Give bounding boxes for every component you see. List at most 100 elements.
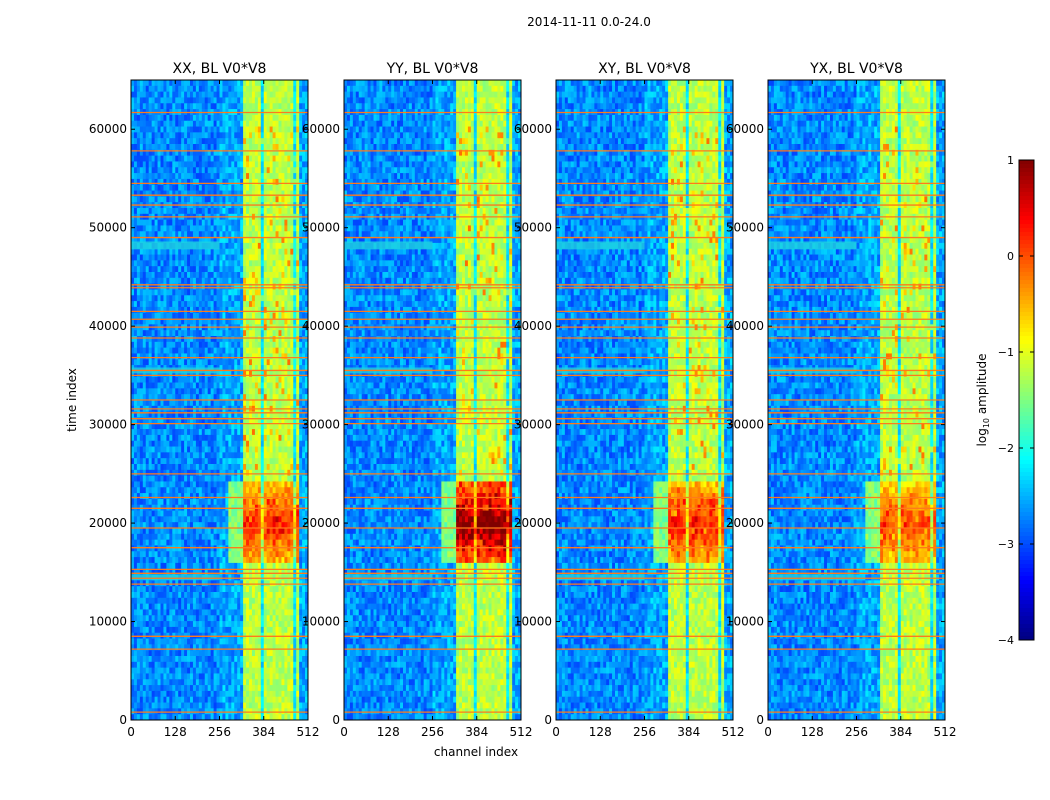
heatmap-cell bbox=[198, 91, 203, 98]
heatmap-cell bbox=[216, 551, 220, 558]
heatmap-cell bbox=[175, 289, 179, 296]
heatmap-cell bbox=[257, 91, 262, 98]
heatmap-cell bbox=[249, 434, 253, 442]
heatmap-cell bbox=[192, 225, 197, 232]
heatmap-cell bbox=[187, 388, 191, 395]
heatmap-cell bbox=[234, 295, 238, 302]
heatmap-cell bbox=[160, 155, 164, 162]
heatmap-cell bbox=[195, 248, 200, 255]
heatmap-cell bbox=[249, 400, 253, 407]
heatmap-cell bbox=[263, 178, 268, 186]
heatmap-cell bbox=[219, 178, 223, 186]
heatmap-cell bbox=[296, 498, 300, 506]
heatmap-cell bbox=[204, 126, 209, 133]
heatmap-cell bbox=[231, 301, 235, 308]
heatmap-cell bbox=[210, 382, 214, 389]
heatmap-cell bbox=[302, 242, 306, 250]
heatmap-cell bbox=[263, 242, 268, 250]
heatmap-cell bbox=[272, 493, 276, 500]
heatmap-cell bbox=[139, 487, 144, 494]
heatmap-cell bbox=[269, 347, 273, 354]
heatmap-cell bbox=[237, 429, 241, 436]
heatmap-cell bbox=[207, 481, 212, 488]
heatmap-cell bbox=[293, 353, 297, 360]
heatmap-cell bbox=[222, 557, 226, 564]
heatmap-cell bbox=[148, 487, 153, 494]
heatmap-cell bbox=[231, 498, 235, 506]
heatmap-cell bbox=[249, 85, 253, 93]
heatmap-cell bbox=[160, 266, 164, 273]
heatmap-cell bbox=[299, 440, 303, 447]
heatmap-cell bbox=[266, 446, 271, 453]
heatmap-cell bbox=[195, 306, 200, 314]
heatmap-cell bbox=[240, 341, 244, 349]
heatmap-cell bbox=[237, 353, 241, 360]
heatmap-cell bbox=[254, 114, 259, 122]
heatmap-cell bbox=[187, 208, 191, 215]
heatmap-cell bbox=[216, 254, 220, 261]
heatmap-cell bbox=[154, 126, 158, 133]
heatmap-cell bbox=[254, 138, 259, 145]
heatmap-cell bbox=[237, 557, 241, 564]
heatmap-cell bbox=[133, 231, 138, 238]
heatmap-cell bbox=[246, 475, 250, 482]
heatmap-cell bbox=[163, 528, 167, 535]
heatmap-cell bbox=[260, 167, 265, 174]
heatmap-cell bbox=[187, 429, 191, 436]
heatmap-cell bbox=[296, 336, 300, 343]
heatmap-cell bbox=[225, 359, 229, 366]
heatmap-cell bbox=[249, 528, 253, 535]
heatmap-cell bbox=[184, 446, 188, 453]
heatmap-cell bbox=[166, 225, 170, 232]
heatmap-cell bbox=[148, 254, 153, 261]
heatmap-cell bbox=[281, 301, 285, 308]
heatmap-cell bbox=[275, 551, 279, 558]
heatmap-cell bbox=[216, 272, 220, 279]
heatmap-cell bbox=[278, 306, 282, 314]
heatmap-cell bbox=[178, 161, 182, 168]
heatmap-cell bbox=[269, 458, 273, 465]
heatmap-cell bbox=[207, 289, 212, 296]
heatmap-cell bbox=[139, 248, 144, 255]
heatmap-cell bbox=[148, 173, 153, 180]
heatmap-cell bbox=[178, 498, 182, 506]
heatmap-cell bbox=[260, 475, 265, 482]
heatmap-cell bbox=[266, 312, 271, 319]
heatmap-cell bbox=[201, 178, 206, 186]
heatmap-cell bbox=[166, 161, 170, 168]
heatmap-cell bbox=[296, 481, 300, 488]
heatmap-cell bbox=[222, 434, 226, 442]
heatmap-cell bbox=[251, 446, 256, 453]
heatmap-cell bbox=[148, 184, 153, 191]
heatmap-cell bbox=[157, 487, 161, 494]
heatmap-cell bbox=[131, 295, 135, 302]
heatmap-cell bbox=[222, 219, 226, 226]
heatmap-cell bbox=[287, 312, 291, 319]
heatmap-cell bbox=[278, 144, 282, 151]
heatmap-cell bbox=[293, 295, 297, 302]
heatmap-cell bbox=[278, 196, 282, 203]
heatmap-cell bbox=[302, 254, 306, 261]
heatmap-cell bbox=[157, 359, 161, 366]
heatmap-cell bbox=[151, 440, 155, 447]
heatmap-cell bbox=[181, 469, 185, 477]
heatmap-cell bbox=[299, 260, 303, 267]
heatmap-cell bbox=[192, 178, 197, 186]
heatmap-cell bbox=[195, 469, 200, 477]
heatmap-cell bbox=[290, 272, 294, 279]
heatmap-cell bbox=[240, 533, 244, 541]
heatmap-cell bbox=[257, 196, 262, 203]
heatmap-cell bbox=[260, 440, 265, 447]
heatmap-cell bbox=[228, 370, 232, 378]
heatmap-cell bbox=[228, 144, 232, 151]
heatmap-cell bbox=[263, 173, 268, 180]
heatmap-cell bbox=[249, 481, 253, 488]
heatmap-cell bbox=[201, 434, 206, 442]
heatmap-cell bbox=[278, 103, 282, 110]
heatmap-cell bbox=[257, 161, 262, 168]
heatmap-cell bbox=[172, 528, 176, 535]
heatmap-cell bbox=[131, 557, 135, 564]
heatmap-cell bbox=[207, 336, 212, 343]
heatmap-cell bbox=[198, 120, 203, 127]
heatmap-cell bbox=[154, 312, 158, 319]
